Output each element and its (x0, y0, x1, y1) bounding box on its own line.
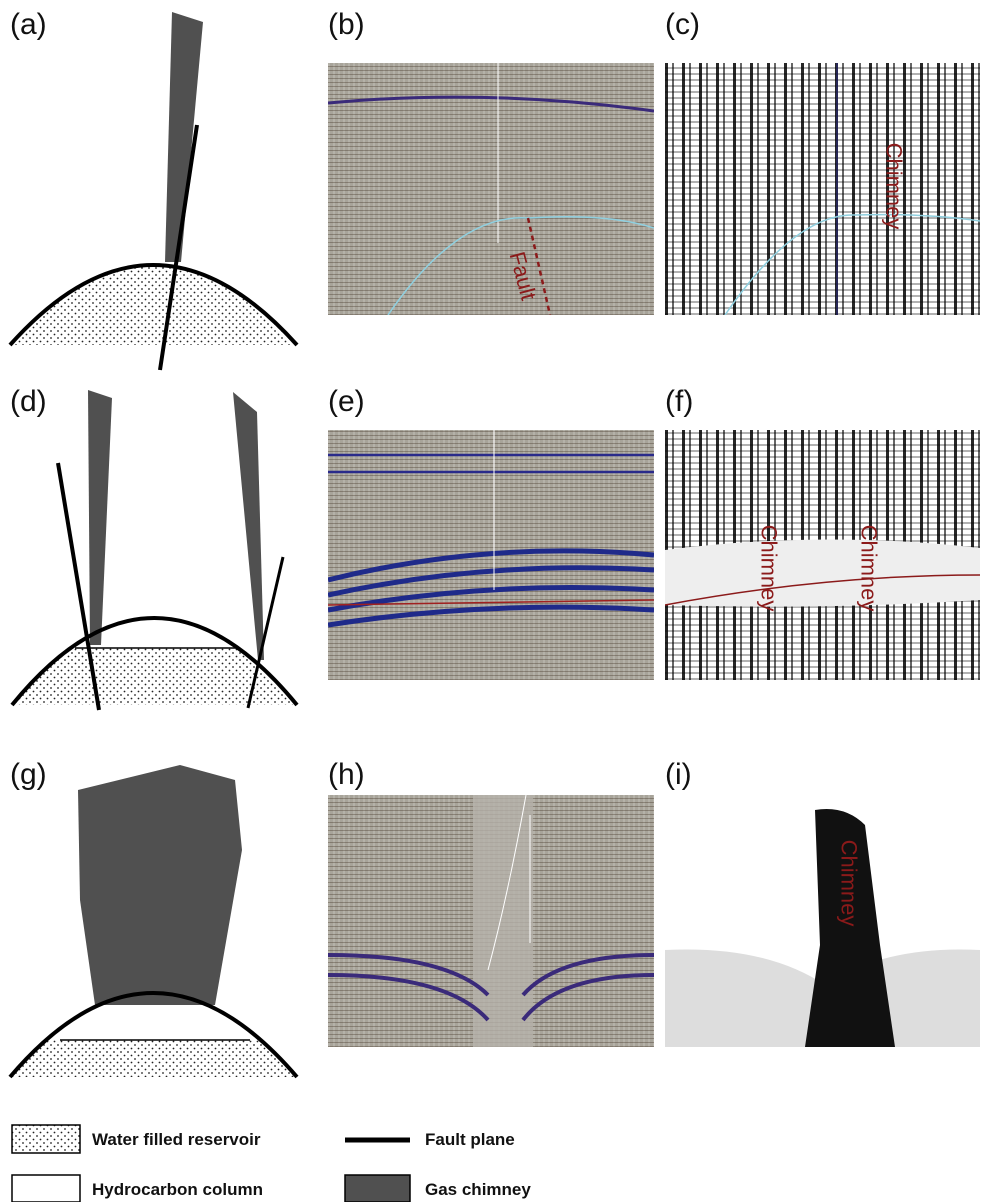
seismic-image (328, 430, 654, 680)
legend-swatch (345, 1175, 410, 1202)
panel-label: (d) (10, 385, 47, 419)
panel-label: (g) (10, 758, 47, 792)
panel-label: (f) (665, 385, 693, 419)
annotation: Chimney (880, 143, 906, 230)
attribute-image: Chimney (665, 795, 980, 1047)
legend-swatch (12, 1125, 80, 1153)
attribute-image: Chimney Chimney (665, 430, 980, 680)
legend-swatch (12, 1175, 80, 1202)
panel-label: (b) (328, 8, 365, 42)
gas-chimney (233, 392, 264, 660)
legend-label: Water filled reservoir (92, 1130, 261, 1150)
panel-label: (c) (665, 8, 700, 42)
legend-label: Fault plane (425, 1130, 515, 1150)
gas-chimney (88, 390, 112, 645)
panel-label: (e) (328, 385, 365, 419)
annotation: Chimney (855, 525, 881, 612)
seismic-image: Fault (328, 63, 654, 315)
gas-chimney (78, 765, 242, 1005)
legend-label: Gas chimney (425, 1180, 531, 1200)
annotation: Chimney (835, 840, 861, 927)
legend-label: Hydrocarbon column (92, 1180, 263, 1200)
figure: (a) (b) (c) (d) (e) (f) (g) (h) (i) Faul… (0, 0, 981, 1202)
panel-label: (h) (328, 758, 365, 792)
panel-label: (a) (10, 8, 47, 42)
gas-chimney (165, 12, 203, 262)
annotation: Chimney (755, 525, 781, 612)
panel-label: (i) (665, 758, 692, 792)
attribute-image: Chimney (665, 63, 980, 315)
seismic-image (328, 795, 654, 1047)
